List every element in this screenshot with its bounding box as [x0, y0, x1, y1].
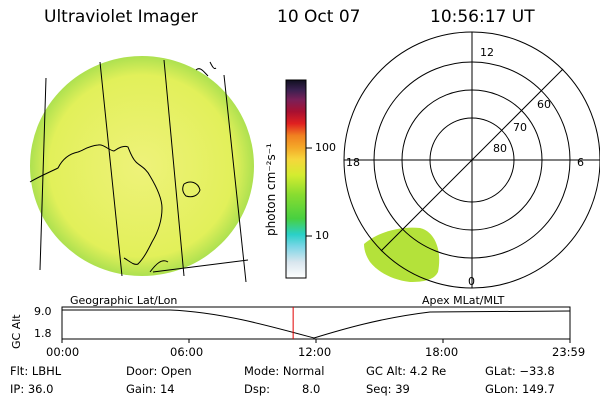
- altitude-curve: [62, 309, 571, 339]
- colorbar-tick-10: 10: [315, 229, 329, 242]
- time-label: 10:56:17 UT: [430, 7, 535, 27]
- apex-label: Apex MLat/MLT: [422, 294, 505, 307]
- geographic-earth-image: [29, 56, 254, 283]
- instrument-title: Ultraviolet Imager: [44, 7, 198, 27]
- status-glon: GLon: 149.7: [485, 382, 555, 396]
- status-gain: Gain: 14: [126, 382, 175, 396]
- status-glat: GLat: −33.8: [485, 364, 555, 378]
- orbit-ytick-9: 9.0: [34, 305, 52, 318]
- status-ip: IP: 36.0: [10, 382, 54, 396]
- orbit-ylabel: GC Alt: [10, 314, 23, 349]
- date-label: 10 Oct 07: [277, 7, 361, 27]
- status-dsp-label: Dsp:: [244, 382, 271, 396]
- mlt-label-6: 6: [577, 156, 584, 169]
- mlat-label-70: 70: [513, 121, 527, 134]
- mlt-label-0: 0: [468, 275, 475, 288]
- geographic-label: Geographic Lat/Lon: [70, 294, 178, 307]
- orbit-xtick-2359: 23:59: [552, 345, 586, 359]
- polar-aurora-patch: [364, 227, 440, 282]
- colorbar-unit-label: photon cm⁻²s⁻¹: [264, 143, 278, 236]
- status-gc-alt: GC Alt: 4.2 Re: [366, 364, 447, 378]
- mlat-label-80: 80: [493, 142, 507, 155]
- orbit-altitude-plot: [61, 306, 571, 343]
- orbit-xtick-1800: 18:00: [425, 345, 459, 359]
- orbit-xtick-1200: 12:00: [298, 345, 332, 359]
- status-filter: Flt: LBHL: [10, 364, 62, 378]
- status-dsp-value: 8.0: [302, 382, 321, 396]
- longitude-grid-lines: [39, 59, 249, 283]
- orbit-ytick-1-8: 1.8: [34, 327, 52, 340]
- polar-mlt-plot: [343, 31, 600, 289]
- colorbar: [285, 79, 312, 279]
- status-door: Door: Open: [126, 364, 192, 378]
- status-mode: Mode: Normal: [244, 364, 325, 378]
- status-seq: Seq: 39: [366, 382, 410, 396]
- mlt-label-18: 18: [346, 156, 360, 169]
- coastline-path: [29, 144, 163, 265]
- mlat-label-60: 60: [537, 98, 551, 111]
- mlt-label-12: 12: [480, 46, 494, 59]
- orbit-xtick-0600: 06:00: [170, 345, 204, 359]
- orbit-xtick-0000: 00:00: [46, 345, 80, 359]
- colorbar-tick-100: 100: [315, 141, 336, 154]
